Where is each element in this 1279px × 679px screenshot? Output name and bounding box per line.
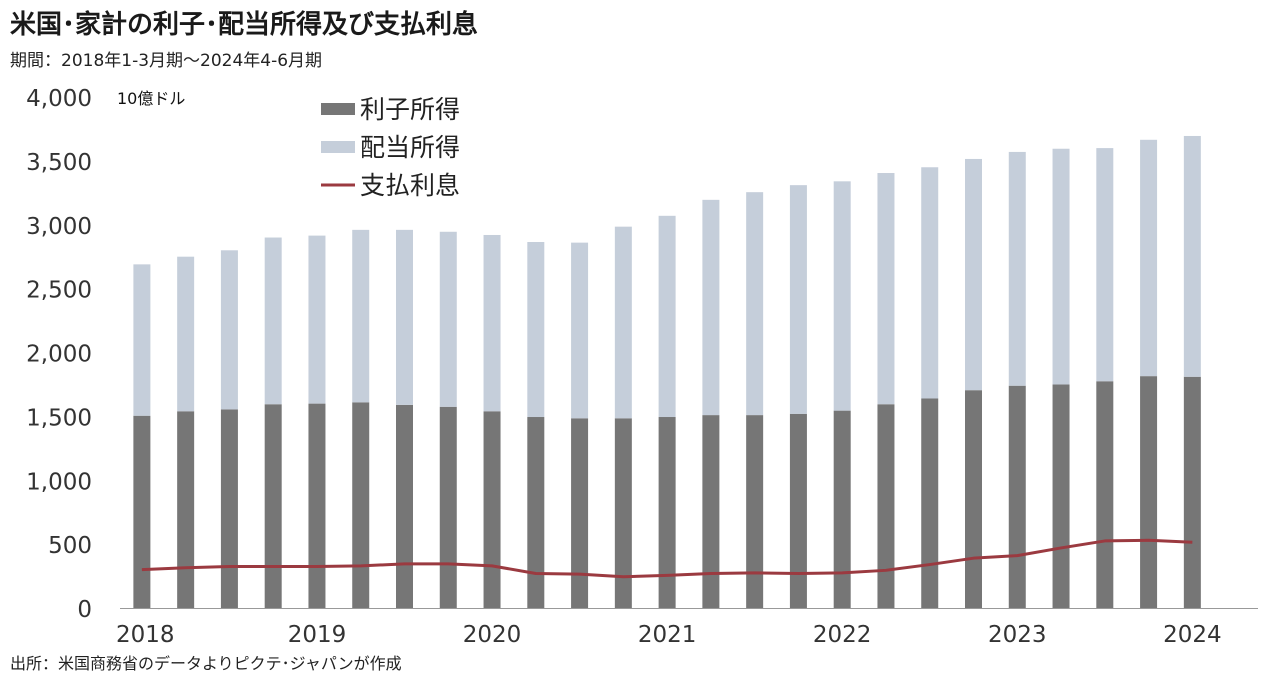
x-tick-label: 2020 — [463, 622, 522, 648]
y-tick-label: 1,500 — [26, 405, 92, 431]
bar-dividend-income-2021Q3 — [746, 192, 764, 416]
bar-dividend-income-2022Q3 — [921, 167, 939, 399]
bar-dividend-income-2020Q2 — [527, 241, 545, 418]
bar-dividend-income-2020Q1 — [483, 234, 501, 412]
bar-interest-income-2018Q4 — [264, 404, 282, 608]
chart-subtitle: 期間：2018年1-3月期～2024年4-6月期 — [10, 51, 323, 71]
bar-dividend-income-2022Q2 — [877, 173, 895, 405]
bar-interest-income-2023Q2 — [1052, 384, 1070, 608]
y-tick-label: 2,000 — [26, 342, 92, 368]
bar-interest-income-2021Q4 — [789, 413, 807, 608]
bar-dividend-income-2018Q3 — [220, 250, 238, 410]
bar-dividend-income-2023Q3 — [1096, 148, 1114, 382]
bar-interest-income-2019Q1 — [308, 403, 326, 608]
legend-swatch-dividend-income — [321, 141, 355, 153]
bar-dividend-income-2018Q1 — [133, 264, 151, 416]
bar-interest-income-2024Q1 — [1183, 376, 1201, 608]
x-tick-label: 2021 — [638, 622, 697, 648]
bar-dividend-income-2021Q4 — [789, 185, 807, 414]
bar-dividend-income-2023Q1 — [1008, 151, 1026, 386]
bar-interest-income-2019Q3 — [396, 404, 413, 608]
axis-layer: 0 500 1,000 1,500 2,000 2,500 3,000 3,500 4,000 2… — [26, 86, 1258, 648]
bar-interest-income-2020Q3 — [571, 418, 589, 608]
y-tick-label: 0 — [77, 597, 92, 623]
bar-dividend-income-2023Q2 — [1052, 148, 1070, 385]
bar-interest-income-2023Q1 — [1008, 385, 1026, 608]
bar-interest-income-2022Q1 — [833, 410, 851, 608]
bar-dividend-income-2021Q1 — [658, 215, 676, 418]
legend-swatch-interest-income — [321, 103, 355, 115]
bar-dividend-income-2018Q4 — [264, 237, 282, 405]
y-tick-label: 3,500 — [26, 150, 92, 176]
bar-interest-income-2018Q3 — [220, 409, 238, 608]
bar-dividend-income-2019Q2 — [352, 229, 370, 403]
bar-interest-income-2022Q4 — [965, 390, 982, 608]
y-tick-label: 4,000 — [26, 86, 92, 112]
bar-interest-income-2018Q2 — [177, 411, 195, 608]
y-axis-unit-label: 10億ドル — [117, 89, 185, 108]
y-tick-label: 3,000 — [26, 214, 92, 240]
bar-interest-income-2021Q3 — [746, 415, 764, 608]
bar-interest-income-2019Q4 — [439, 406, 457, 608]
x-tick-label: 2022 — [813, 622, 872, 648]
bar-interest-income-2021Q1 — [658, 417, 676, 608]
bar-dividend-income-2019Q3 — [396, 229, 413, 405]
y-tick-label: 500 — [48, 533, 92, 559]
bar-dividend-income-2024Q1 — [1183, 135, 1201, 377]
bar-interest-income-2022Q3 — [921, 398, 939, 608]
line-layer — [141, 538, 1193, 579]
bar-dividend-income-2020Q3 — [571, 242, 589, 419]
bar-dividend-income-2020Q4 — [614, 226, 632, 419]
bar-interest-income-2023Q4 — [1140, 376, 1158, 608]
bar-dividend-income-2019Q4 — [439, 231, 457, 407]
bar-interest-income-2019Q2 — [352, 402, 370, 608]
bar-dividend-income-2022Q1 — [833, 181, 851, 411]
chart-title: 米国･家計の利子･配当所得及び支払利息 — [10, 10, 479, 40]
bars-layer — [133, 135, 1201, 608]
y-tick-label: 1,000 — [26, 469, 92, 495]
bar-interest-income-2018Q1 — [133, 415, 151, 608]
bar-dividend-income-2023Q4 — [1140, 139, 1158, 377]
bar-interest-income-2020Q1 — [483, 411, 501, 608]
x-tick-label: 2018 — [116, 622, 175, 648]
bar-interest-income-2022Q2 — [877, 404, 895, 608]
bar-interest-income-2020Q4 — [614, 418, 632, 608]
x-tick-label: 2023 — [988, 622, 1047, 648]
x-tick-label: 2019 — [288, 622, 347, 648]
bar-dividend-income-2022Q4 — [965, 158, 982, 391]
bar-interest-income-2021Q2 — [702, 415, 720, 608]
x-tick-label: 2024 — [1163, 622, 1222, 648]
bar-dividend-income-2018Q2 — [177, 256, 195, 412]
bar-dividend-income-2021Q2 — [702, 199, 720, 416]
legend-label-interest-paid: 支払利息 — [360, 171, 460, 200]
bar-interest-income-2020Q2 — [527, 417, 545, 608]
bar-interest-income-2023Q3 — [1096, 381, 1114, 608]
legend-label-dividend-income: 配当所得 — [360, 133, 460, 162]
source-note: 出所：米国商務省のデータよりピクテ･ジャパンが作成 — [10, 654, 402, 673]
bar-dividend-income-2019Q1 — [308, 235, 326, 404]
y-tick-label: 2,500 — [26, 278, 92, 304]
legend-label-interest-income: 利子所得 — [360, 95, 460, 124]
